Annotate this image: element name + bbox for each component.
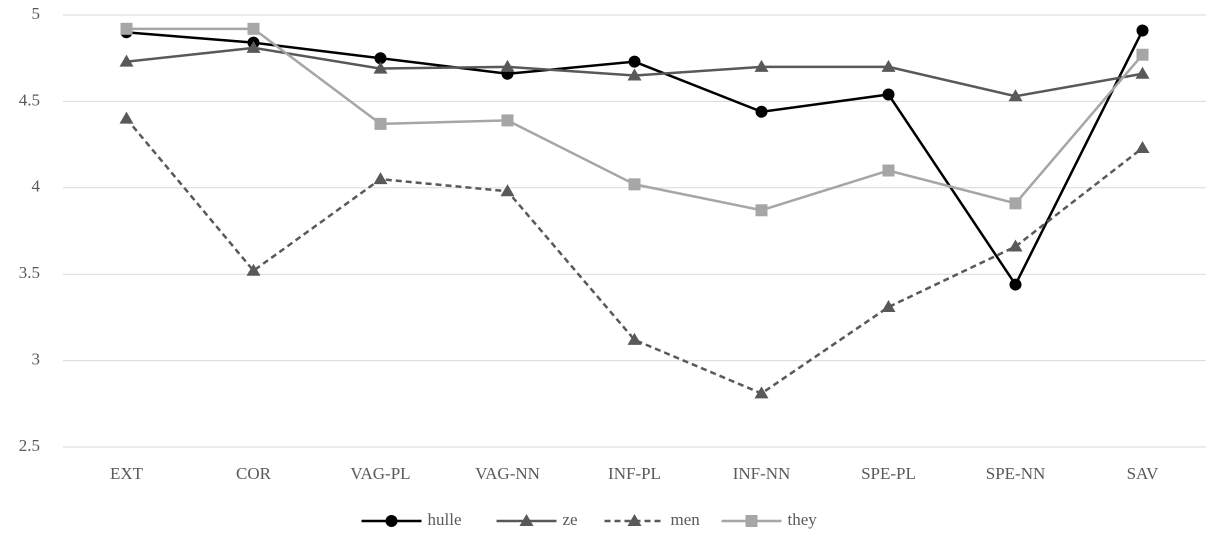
x-tick-label: INF-PL [608,464,661,483]
legend-label: men [671,510,701,529]
x-tick-label: INF-NN [733,464,791,483]
point [247,22,260,35]
point [119,54,134,67]
x-tick-label: COR [236,464,272,483]
y-tick-label: 3.5 [19,263,40,282]
legend-label: hulle [428,510,462,529]
point [628,178,641,191]
point [246,40,261,53]
series-line [125,117,1144,395]
point [754,386,769,399]
y-tick-label: 4 [32,177,41,196]
point [627,332,642,345]
legend-marker [745,515,758,527]
point [881,300,896,313]
x-tick-label: VAG-NN [475,464,540,483]
point [500,184,515,197]
point [373,61,388,74]
point [246,263,261,276]
point [628,55,641,68]
point [500,59,515,72]
point [1008,89,1023,102]
point [1009,197,1022,210]
x-tick-label: SAV [1127,464,1160,483]
point [119,111,134,124]
y-tick-label: 4.5 [19,90,40,109]
point [1136,24,1149,37]
x-tick-label: SPE-PL [861,464,916,483]
point [755,204,768,217]
legend-marker [627,514,642,526]
y-tick-label: 3 [32,350,41,369]
point [882,164,895,177]
point [1009,278,1022,291]
x-tick-label: EXT [110,464,144,483]
point [120,22,133,35]
x-tick-label: VAG-PL [350,464,410,483]
y-tick-label: 2.5 [19,436,40,455]
point [882,88,895,101]
legend-label: ze [563,510,578,529]
point [1008,239,1023,252]
point [501,114,514,127]
point [627,68,642,81]
legend-label: they [788,510,818,529]
point [1135,141,1150,154]
point [1136,48,1149,61]
point [754,59,769,72]
legend-marker [519,514,534,526]
point [374,117,387,130]
point [881,59,896,72]
legend-marker [385,515,398,527]
y-tick-label: 5 [32,4,41,23]
x-tick-label: SPE-NN [986,464,1046,483]
point [755,105,768,118]
point [373,172,388,185]
point [1135,66,1150,79]
